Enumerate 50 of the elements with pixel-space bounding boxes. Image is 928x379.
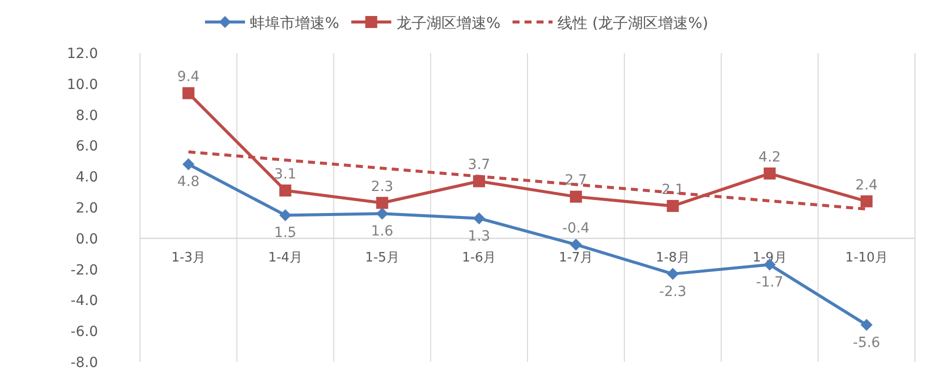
point <box>570 190 582 203</box>
data-label: -1.7 <box>756 274 784 291</box>
point <box>860 195 873 208</box>
point <box>473 212 486 224</box>
point <box>182 158 194 170</box>
x-tick-label: 1-7月 <box>558 250 594 266</box>
x-tick-label: 1-6月 <box>462 250 496 266</box>
legend-label: 蚌埠市增速% <box>250 14 340 32</box>
x-tick-label: 1-10月 <box>845 250 888 266</box>
x-tick-label: 1-5月 <box>365 250 400 266</box>
data-label: -5.6 <box>852 334 880 351</box>
data-label: -2.3 <box>659 284 686 300</box>
data-label: -0.4 <box>562 220 590 237</box>
data-label: 1.5 <box>274 225 296 242</box>
point <box>376 208 388 220</box>
data-label: 3.7 <box>468 157 490 174</box>
y-tick-label: 8.0 <box>76 108 98 124</box>
point <box>570 238 582 251</box>
point <box>666 268 679 280</box>
point <box>376 196 388 209</box>
point <box>860 318 873 331</box>
point <box>182 87 194 100</box>
data-label: 2.3 <box>371 178 394 195</box>
x-tick-label: 1-3月 <box>171 250 206 266</box>
x-tick-label: 1-4月 <box>268 250 302 266</box>
point <box>666 200 679 212</box>
x-tick-label: 1-8月 <box>656 250 690 266</box>
data-label: 1.6 <box>371 224 394 240</box>
legend-label: 线性 (龙子湖区增速%) <box>558 14 708 32</box>
y-tick-label: -8.0 <box>70 355 98 371</box>
data-label: 2.7 <box>564 172 588 189</box>
y-tick-label: 10.0 <box>66 76 98 93</box>
data-label: 1.3 <box>468 228 490 244</box>
point <box>764 168 776 180</box>
y-tick-label: -6.0 <box>70 324 98 340</box>
data-label: 2.4 <box>855 177 878 194</box>
point <box>279 209 292 222</box>
data-label: 4.8 <box>177 174 200 190</box>
point <box>279 184 292 197</box>
y-tick-label: 12.0 <box>66 46 98 62</box>
data-label: 4.2 <box>758 150 781 166</box>
y-tick-label: 6.0 <box>76 138 98 155</box>
data-label: 9.4 <box>177 69 200 86</box>
legend-label: 龙子湖区增速% <box>396 14 501 32</box>
y-tick-label: 2.0 <box>76 200 98 216</box>
data-label: 3.1 <box>274 166 296 183</box>
y-tick-label: 0.0 <box>76 231 98 248</box>
y-tick-label: -2.0 <box>70 262 98 278</box>
y-tick-label: 4.0 <box>76 170 98 186</box>
y-tick-label: -4.0 <box>70 293 98 310</box>
